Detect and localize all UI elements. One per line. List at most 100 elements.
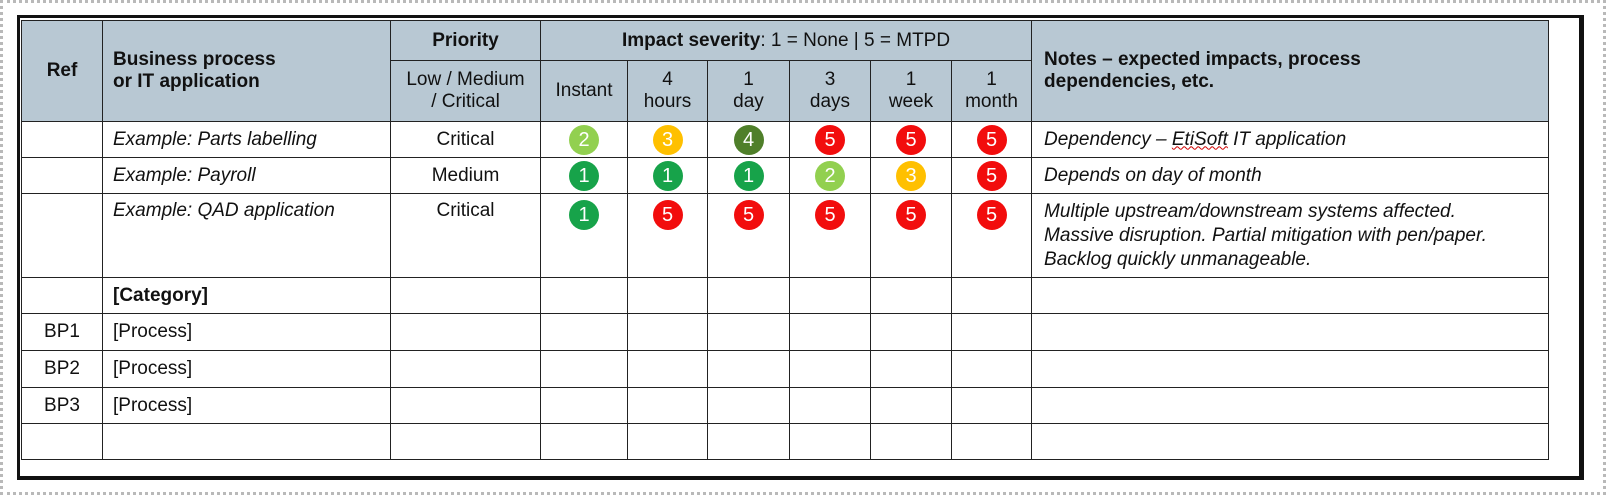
- severity-cell: [707, 350, 790, 388]
- severity-cell: [707, 277, 790, 314]
- header-process: Business process or IT application: [102, 20, 391, 122]
- process-cell: Example: Parts labelling: [102, 121, 391, 158]
- period-label: 1: [905, 69, 917, 90]
- severity-cell: [707, 313, 790, 351]
- severity-cell: 1: [627, 157, 708, 194]
- severity-bubble: 1: [569, 160, 599, 191]
- severity-cell: [627, 350, 708, 388]
- bia-table: Ref Business process or IT application P…: [21, 20, 1550, 460]
- notes-text: Dependency –: [1044, 128, 1172, 150]
- period-1-month: 1 month: [950, 60, 1033, 122]
- severity-cell: 5: [950, 193, 1033, 278]
- severity-bubble: 5: [896, 124, 926, 155]
- process-cell: Example: QAD application: [102, 193, 391, 278]
- severity-cell: [789, 277, 871, 314]
- severity-cell: [627, 423, 708, 460]
- severity-bubble: 5: [976, 160, 1007, 191]
- period-label: 4: [662, 69, 673, 90]
- severity-cell: [870, 387, 952, 424]
- severity-cell: [627, 277, 708, 314]
- severity-cell: 2: [789, 157, 871, 194]
- period-label: Instant: [555, 80, 613, 101]
- severity-cell: 3: [870, 157, 952, 194]
- ref-cell: [21, 157, 103, 194]
- severity-cell: 1: [540, 193, 628, 278]
- notes-line: Backlog quickly unmanageable.: [1044, 249, 1312, 270]
- priority-cell: [390, 350, 541, 388]
- period-4-hours: 4 hours: [627, 60, 708, 122]
- notes-cell: Depends on day of month: [1031, 157, 1550, 194]
- notes-text: IT application: [1227, 128, 1347, 150]
- header-notes-line-2: dependencies, etc.: [1044, 71, 1215, 92]
- severity-cell: [789, 423, 871, 460]
- severity-cell: [540, 277, 628, 314]
- severity-bubble: 5: [976, 200, 1007, 230]
- severity-cell: [789, 387, 871, 424]
- severity-bubble: 5: [815, 124, 845, 155]
- notes-line: Multiple upstream/downstream systems aff…: [1044, 201, 1456, 222]
- period-instant: Instant: [540, 60, 628, 122]
- severity-cell: [870, 313, 952, 351]
- period-label: week: [888, 91, 934, 112]
- priority-cell: Medium: [390, 157, 541, 194]
- header-process-line-2: or IT application: [113, 71, 260, 92]
- severity-cell: [950, 350, 1033, 388]
- table-row: Example: Parts labelling Critical 2 3 4 …: [21, 121, 1550, 158]
- period-label: 1: [743, 69, 754, 90]
- priority-levels-line-2: / Critical: [431, 91, 500, 112]
- ref-cell: [21, 121, 103, 158]
- severity-cell: 5: [870, 121, 952, 158]
- notes-cell: [1031, 350, 1550, 388]
- severity-bubble: 2: [815, 160, 845, 191]
- severity-bubble: 5: [733, 200, 764, 230]
- period-1-day: 1 day: [707, 60, 790, 122]
- process-cell: [102, 423, 391, 460]
- severity-bubble: 1: [569, 200, 599, 230]
- severity-bubble: 3: [652, 124, 683, 155]
- priority-cell: [390, 423, 541, 460]
- table-row: BP2 [Process]: [21, 350, 1550, 388]
- table-row: BP3 [Process]: [21, 387, 1550, 424]
- severity-cell: 1: [540, 157, 628, 194]
- ref-cell: [21, 423, 103, 460]
- notes-cell: [1031, 423, 1550, 460]
- severity-cell: [870, 423, 952, 460]
- severity-cell: [789, 350, 871, 388]
- period-label: 1: [986, 69, 997, 90]
- severity-cell: 5: [627, 193, 708, 278]
- severity-cell: [950, 387, 1033, 424]
- priority-cell: [390, 313, 541, 351]
- severity-cell: [540, 313, 628, 351]
- notes-cell: [1031, 387, 1550, 424]
- severity-bubble: 4: [733, 124, 764, 155]
- severity-cell: 5: [789, 193, 871, 278]
- notes-cell: Dependency – EtiSoft IT application: [1031, 121, 1550, 158]
- notes-spellcheck-word: EtiSoft: [1171, 128, 1228, 150]
- header-ref: Ref: [21, 20, 103, 122]
- header-notes-line-1: Notes – expected impacts, process: [1044, 49, 1361, 70]
- severity-cell: [540, 387, 628, 424]
- table-row: BP1 [Process]: [21, 313, 1550, 351]
- period-label: month: [965, 91, 1018, 112]
- notes-cell: [1031, 277, 1550, 314]
- severity-bubble: 5: [976, 124, 1007, 155]
- severity-cell: [950, 423, 1033, 460]
- process-cell: [Process]: [102, 313, 391, 351]
- header-priority-levels: Low / Medium / Critical: [390, 60, 541, 122]
- header-notes: Notes – expected impacts, process depend…: [1031, 20, 1550, 122]
- severity-cell: [627, 387, 708, 424]
- severity-cell: [870, 277, 952, 314]
- severity-cell: [950, 277, 1033, 314]
- period-3-days: 3 days: [789, 60, 871, 122]
- severity-cell: 5: [789, 121, 871, 158]
- ref-cell: BP3: [21, 387, 103, 424]
- impact-title: Impact severity: [621, 29, 761, 51]
- severity-bubble: 5: [652, 200, 683, 230]
- severity-cell: [627, 313, 708, 351]
- table-row: Example: QAD application Critical 1 5 5 …: [21, 193, 1550, 278]
- severity-cell: 5: [707, 193, 790, 278]
- process-cell: Example: Payroll: [102, 157, 391, 194]
- ref-cell: [21, 193, 103, 278]
- ref-cell: BP2: [21, 350, 103, 388]
- severity-bubble: 3: [896, 160, 926, 191]
